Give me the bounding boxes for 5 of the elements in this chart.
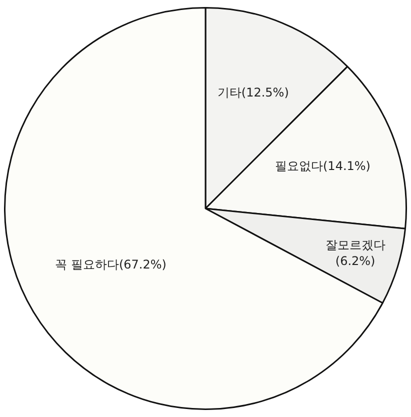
slice-label: 꼭 필요하다(67.2%) xyxy=(55,257,166,272)
slice-label: 잘모르겠다 xyxy=(325,238,386,252)
slice-label: 필요없다(14.1%) xyxy=(274,158,370,173)
data-label: (6.2%) xyxy=(335,254,376,268)
slice-label: 기타(12.5%) xyxy=(217,86,289,100)
